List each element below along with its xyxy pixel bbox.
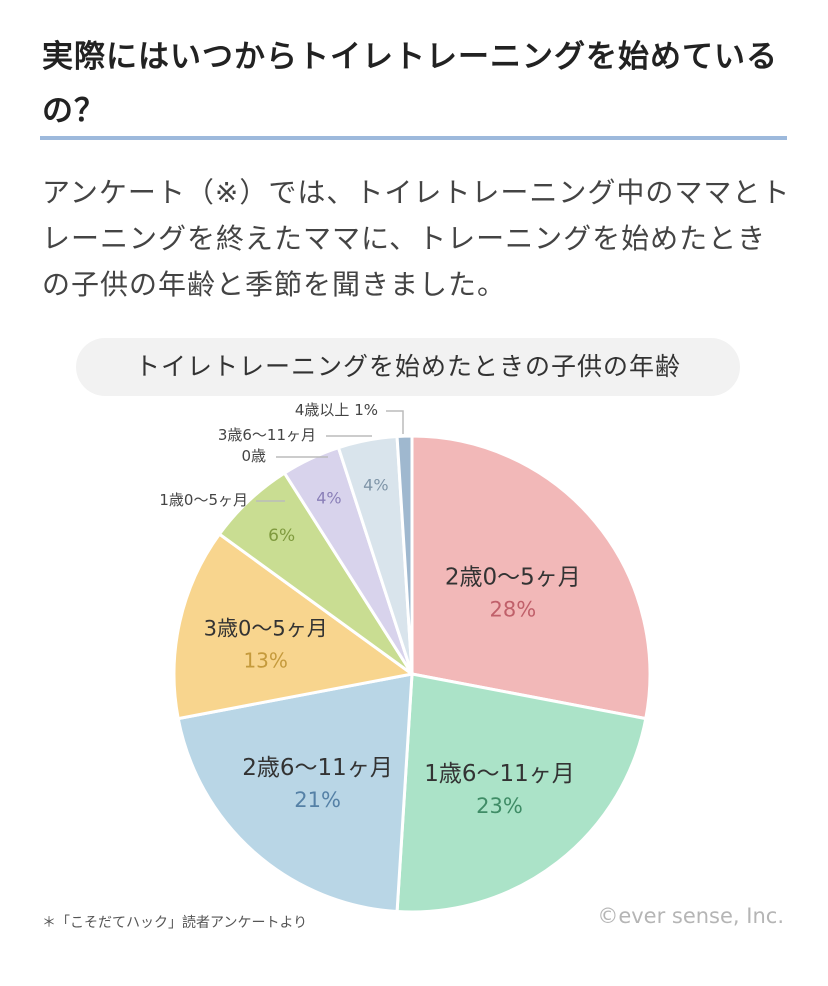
slice-label: 3歳0〜5ヶ月	[204, 616, 328, 640]
pie-slice	[395, 434, 414, 675]
pie-slice	[172, 532, 416, 721]
slice-value-label: 4%	[316, 488, 341, 507]
slice-value-label: 21%	[294, 788, 341, 812]
chart-title: トイレトレーニングを始めたときの子供の年齢	[76, 338, 740, 396]
callout-label: 1歳0〜5ヶ月	[159, 491, 248, 509]
footnote: ＊「こそだてハック」読者アンケートより	[42, 915, 308, 931]
slice-value-label: 6%	[268, 526, 295, 546]
pie-slice	[395, 672, 648, 914]
slice-value-label: 13%	[243, 648, 287, 672]
heading-underline	[40, 136, 787, 140]
section-heading: 実際にはいつからトイレトレーニングを始めているの？	[42, 39, 778, 129]
pie-chart: 2歳0〜5ヶ月 28% 1歳6〜11ヶ月 23% 2歳6〜11ヶ月 21% 3歳0〜5ヶ月 1…	[159, 401, 652, 914]
callout-leader-line	[386, 410, 404, 434]
slice-value-label: 28%	[490, 598, 537, 622]
slice-label: 2歳6〜11ヶ月	[242, 755, 393, 781]
copyright: ©ever sense, Inc.	[597, 904, 784, 928]
slice-value-label: 23%	[476, 794, 523, 818]
callout-label: 4歳以上 1%	[295, 401, 378, 419]
pie-slice	[410, 434, 652, 721]
pie-slice	[176, 672, 414, 914]
callout-label: 3歳6〜11ヶ月	[218, 426, 316, 444]
slice-value-label: 4%	[363, 476, 388, 495]
slice-label: 1歳6〜11ヶ月	[424, 761, 575, 787]
callout-label: 0歳	[241, 447, 266, 465]
chart-figure: トイレトレーニングを始めたときの子供の年齢 2歳0〜5ヶ月 28% 1歳6〜11ヶ月…	[0, 330, 828, 986]
slice-label: 2歳0〜5ヶ月	[445, 565, 581, 591]
intro-paragraph: アンケート（※）では、トイレトレーニング中のママとトレーニングを終えたママに、ト…	[42, 176, 791, 301]
